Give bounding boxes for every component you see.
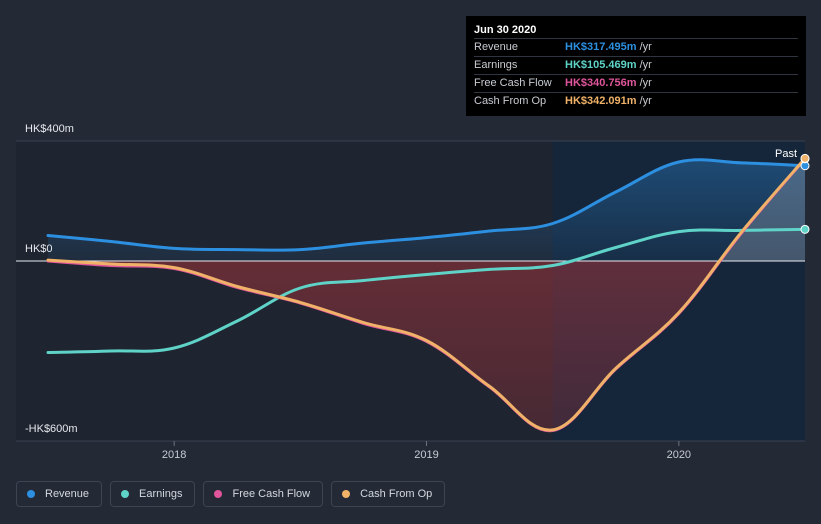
y-tick-label: HK$0	[25, 243, 53, 255]
cfo-end-point	[800, 153, 810, 163]
cash-from-op-negative-area	[48, 261, 805, 430]
tooltip-row-cash-from-op: Cash From Op HK$342.091m /yr	[474, 92, 798, 110]
tooltip-unit: /yr	[639, 77, 652, 89]
revenue-line	[46, 158, 807, 252]
legend-item-earnings[interactable]: Earnings	[110, 481, 196, 507]
tooltip-value: HK$340.756m	[565, 77, 637, 89]
tooltip-value: HK$317.495m	[565, 41, 637, 53]
legend-label: Revenue	[45, 488, 90, 500]
cash-from-op-dot-icon	[342, 490, 351, 498]
earnings-line	[46, 227, 807, 354]
x-tick-label: 2018	[162, 449, 186, 461]
legend-item-free-cash-flow[interactable]: Free Cash Flow	[203, 481, 324, 507]
tooltip-value: HK$105.469m	[565, 59, 637, 71]
earnings-dot-icon	[121, 490, 130, 498]
free-cash-flow-dot-icon	[214, 490, 223, 498]
earnings-end-point	[800, 224, 810, 234]
tooltip-value: HK$342.091m	[565, 95, 637, 107]
tooltip-label: Free Cash Flow	[474, 77, 552, 89]
legend-label: Free Cash Flow	[232, 488, 311, 500]
revenue-dot-icon	[27, 490, 35, 498]
x-tick-label: 2020	[667, 449, 691, 461]
tooltip-unit: /yr	[639, 95, 652, 107]
legend-item-cash-from-op[interactable]: Cash From Op	[331, 481, 446, 507]
legend-label: Earnings	[139, 488, 183, 500]
tooltip-unit: /yr	[639, 41, 652, 53]
tooltip-label: Cash From Op	[474, 95, 547, 107]
x-tick-label: 2019	[414, 449, 438, 461]
legend-label: Cash From Op	[360, 488, 433, 500]
tooltip-label: Revenue	[474, 41, 519, 53]
revenue-area	[48, 159, 805, 261]
tooltip-row-free-cash-flow: Free Cash Flow HK$340.756m /yr	[474, 74, 798, 92]
tooltip: Jun 30 2020 Revenue HK$317.495m /yr Earn…	[466, 16, 806, 116]
tooltip-date: Jun 30 2020	[474, 24, 537, 36]
tooltip-row-revenue: Revenue HK$317.495m /yr	[474, 38, 798, 56]
legend-item-revenue[interactable]: Revenue	[16, 481, 103, 507]
cfo-line	[46, 156, 807, 432]
tooltip-row-earnings: Earnings HK$105.469m /yr	[474, 56, 798, 74]
legend: Revenue Earnings Free Cash Flow Cash Fro…	[16, 481, 446, 507]
y-tick-label: -HK$600m	[25, 423, 78, 435]
tooltip-unit: /yr	[639, 59, 652, 71]
y-tick-label: HK$400m	[25, 123, 74, 135]
tooltip-label: Earnings	[474, 59, 518, 71]
past-label: Past	[775, 148, 797, 160]
